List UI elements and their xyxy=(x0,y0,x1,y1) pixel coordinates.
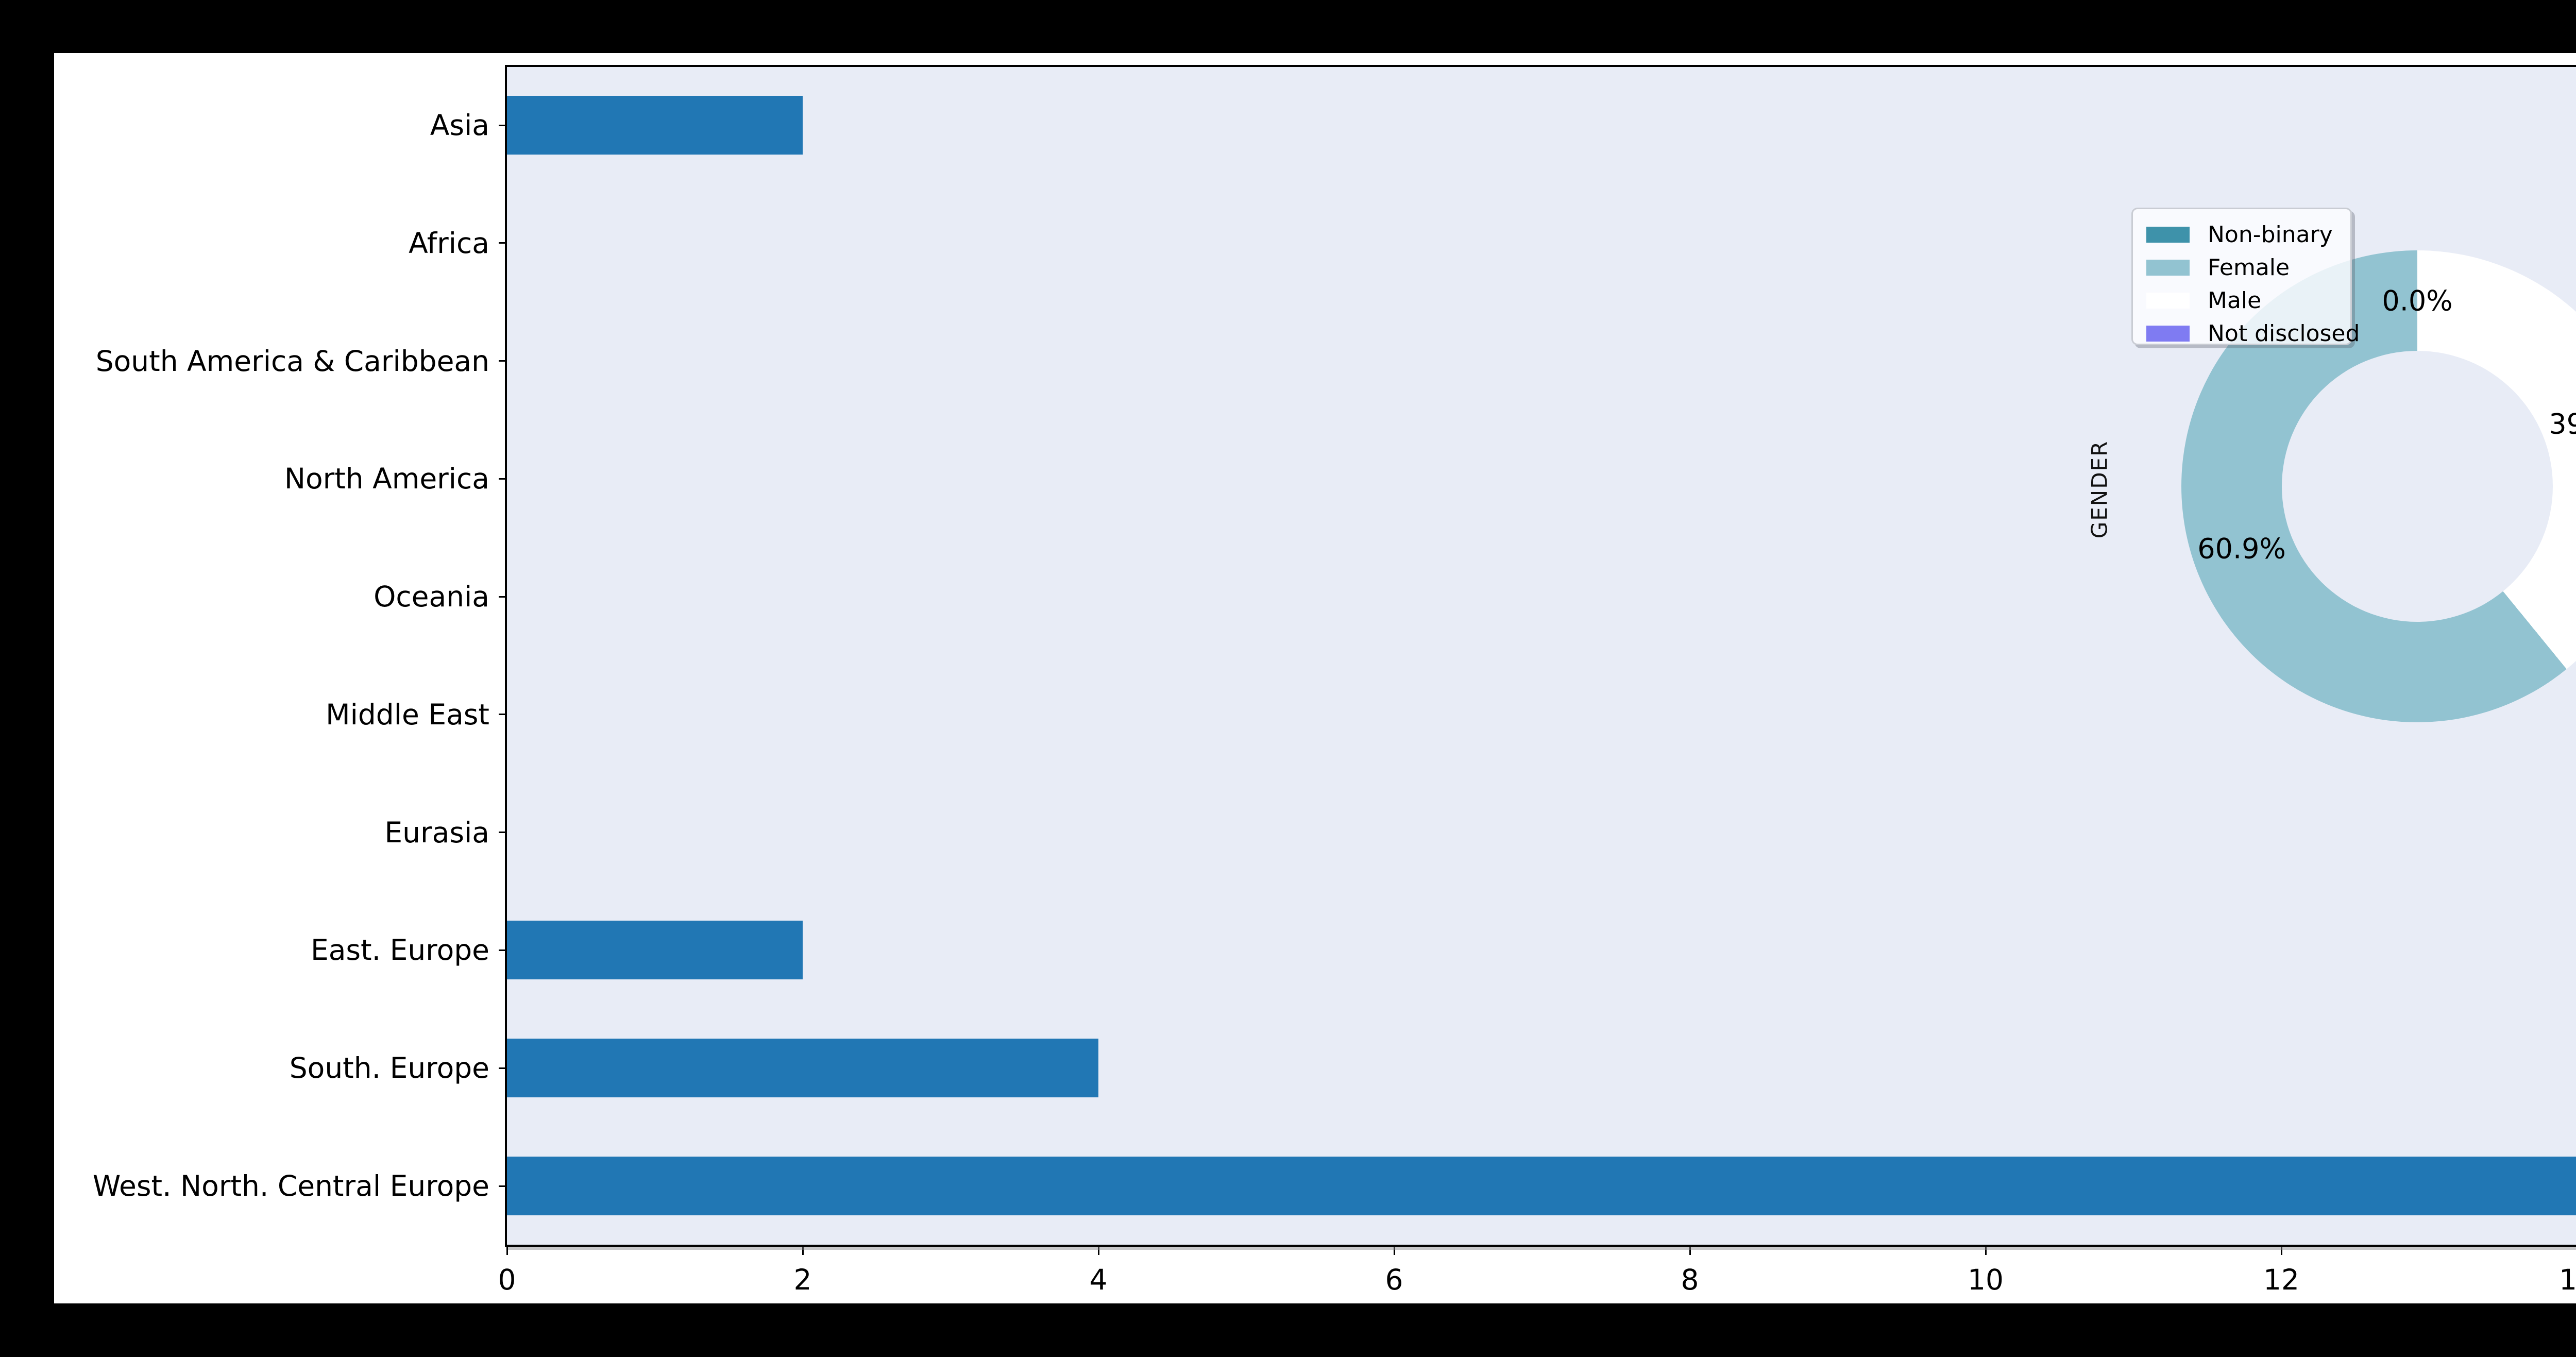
legend-item-male: Male xyxy=(2146,284,2337,317)
x-tick-label: 4 xyxy=(1089,1263,1108,1296)
y-tick-mark xyxy=(499,478,507,480)
legend-swatch-icon xyxy=(2146,259,2190,276)
legend-label: Not disclosed xyxy=(2208,320,2360,347)
legend-swatch-icon xyxy=(2146,292,2190,309)
y-tick-mark xyxy=(499,242,507,244)
y-tick-mark xyxy=(499,124,507,126)
x-tick-label: 0 xyxy=(498,1263,516,1296)
x-tick-label: 14 xyxy=(2559,1263,2576,1296)
x-tick-label: 12 xyxy=(2263,1263,2299,1296)
legend-label: Female xyxy=(2208,254,2290,281)
y-tick-label: East. Europe xyxy=(310,934,489,967)
x-tick-label: 10 xyxy=(1968,1263,2004,1296)
x-tick-label: 8 xyxy=(1681,1263,1699,1296)
y-tick-mark xyxy=(499,360,507,362)
x-tick-label: 6 xyxy=(1385,1263,1403,1296)
bar-plot-area: 0.0% 39.1% 60.9% GENDER Non-binary Female Ma… xyxy=(505,65,2576,1247)
legend-rows: Non-binary Female Male Not disclosed xyxy=(2146,218,2360,350)
y-tick-label: Asia xyxy=(430,109,489,142)
x-tick-mark xyxy=(1689,1247,1691,1255)
gender-axis-label: GENDER xyxy=(2087,440,2112,539)
legend-label: Non-binary xyxy=(2208,221,2333,248)
y-tick-label: South. Europe xyxy=(289,1051,489,1085)
x-tick-mark xyxy=(1985,1247,1987,1255)
figure-background: Asia Africa South America & Caribbean North… xyxy=(54,53,2576,1303)
y-tick-label: West. North. Central Europe xyxy=(92,1169,489,1203)
pct-label: 0.0% xyxy=(2382,284,2453,317)
x-tick-mark xyxy=(2280,1247,2282,1255)
y-tick-mark xyxy=(499,1185,507,1187)
pct-label: 39.1% xyxy=(2549,408,2576,440)
y-tick-label: North America xyxy=(284,462,489,496)
x-tick-label: 2 xyxy=(793,1263,812,1296)
legend-item-not-disclosed: Not disclosed xyxy=(2146,317,2360,350)
y-tick-label: Oceania xyxy=(374,580,489,614)
legend-swatch-icon xyxy=(2146,226,2190,243)
legend-item-non-binary: Non-binary xyxy=(2146,218,2337,251)
legend-swatch-icon xyxy=(2146,325,2190,342)
pct-label: 60.9% xyxy=(2197,532,2286,565)
bar-east-europe xyxy=(507,921,803,980)
y-tick-mark xyxy=(499,949,507,951)
y-tick-mark xyxy=(499,1067,507,1069)
legend-label: Male xyxy=(2208,287,2262,314)
x-tick-mark xyxy=(506,1247,508,1255)
x-tick-mark xyxy=(802,1247,804,1255)
y-tick-label: Africa xyxy=(409,226,489,260)
legend: Non-binary Female Male Not disclosed xyxy=(2131,208,2360,347)
bar-asia xyxy=(507,96,803,155)
donut-hole xyxy=(2282,351,2553,622)
y-tick-mark xyxy=(499,714,507,716)
x-tick-mark xyxy=(1097,1247,1099,1255)
bar-south-europe xyxy=(507,1039,1098,1098)
bar-west-north-central-europe xyxy=(507,1157,2576,1216)
x-tick-mark xyxy=(1393,1247,1395,1255)
y-tick-mark xyxy=(499,832,507,834)
y-tick-label: Middle East xyxy=(326,698,489,731)
legend-item-female: Female xyxy=(2146,251,2337,284)
y-tick-label: South America & Caribbean xyxy=(95,344,489,378)
y-tick-label: Eurasia xyxy=(384,816,489,849)
y-tick-mark xyxy=(499,596,507,598)
